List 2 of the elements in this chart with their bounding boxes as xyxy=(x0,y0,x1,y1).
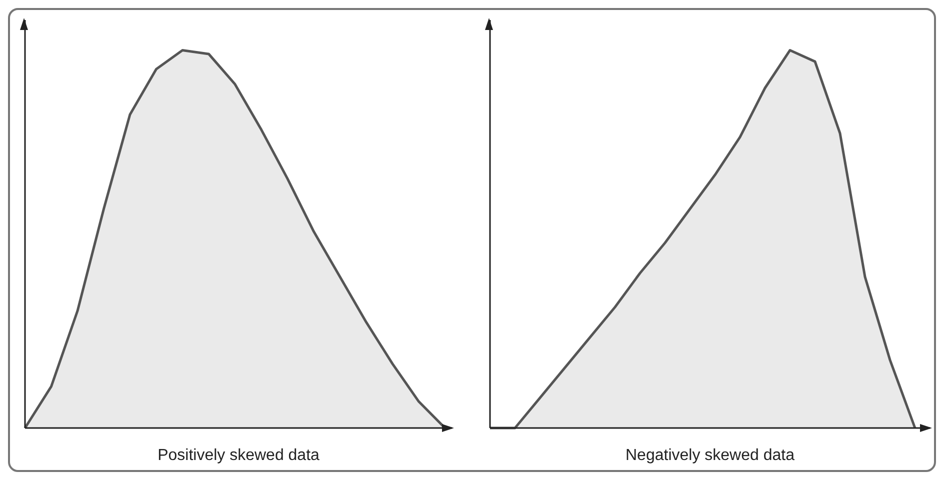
x-axis-title: Positively skewed data xyxy=(158,447,320,464)
x-axis-title: Negatively skewed data xyxy=(626,447,795,464)
